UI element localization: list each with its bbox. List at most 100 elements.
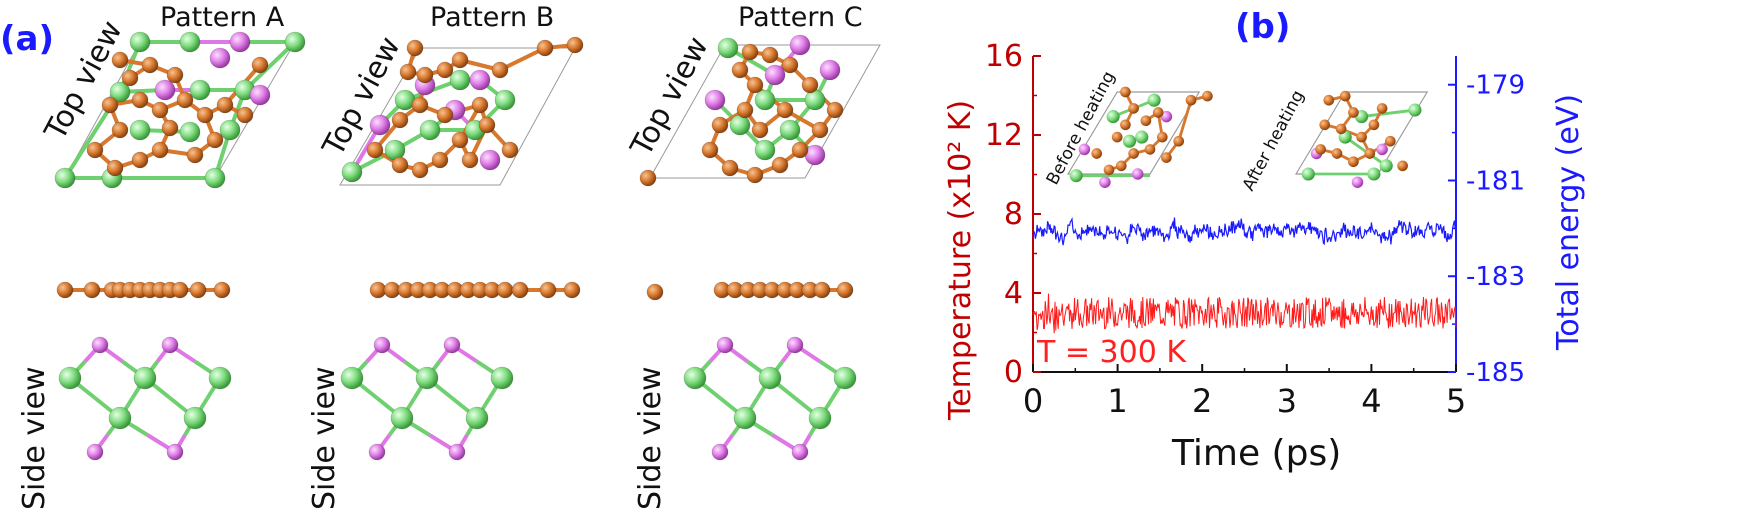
pattern-a-title: Pattern A xyxy=(160,2,285,33)
inset-structure xyxy=(1294,90,1429,188)
cu-atom xyxy=(741,43,759,61)
cu-atom xyxy=(1339,90,1351,102)
bond xyxy=(1361,108,1416,119)
pu-atom xyxy=(1131,168,1144,180)
right-tick-label: -181 xyxy=(1466,166,1525,196)
cu-atom xyxy=(1384,135,1396,147)
gr-atom xyxy=(109,81,131,103)
gr-atom xyxy=(717,37,739,59)
pu-atom xyxy=(791,443,809,461)
cu-atom xyxy=(711,116,729,134)
gr-atom xyxy=(1408,103,1422,117)
cu-atom xyxy=(801,76,819,94)
pu-atom xyxy=(764,64,786,86)
gr-atom xyxy=(179,121,201,143)
pu-atom xyxy=(249,84,271,106)
pu-atom xyxy=(1160,110,1173,123)
gr-atom xyxy=(1147,93,1161,107)
right-ticks: -185 -183 -181 -179 xyxy=(1448,71,1525,388)
cu-atom xyxy=(131,151,149,169)
gr-atom xyxy=(341,161,363,183)
cu-atom xyxy=(751,121,769,139)
cu-atom xyxy=(771,156,789,174)
pu-atom xyxy=(479,149,501,171)
left-tick-label: 4 xyxy=(1004,276,1023,311)
cu-atom xyxy=(411,96,429,114)
x-axis-title: Time (ps) xyxy=(1171,433,1341,474)
x-tick-label: 1 xyxy=(1107,382,1127,420)
gr-atom xyxy=(1367,167,1381,181)
gr-atom xyxy=(133,366,157,390)
cu-atom xyxy=(1368,119,1380,131)
gr-atom xyxy=(754,89,776,111)
right-axis-title: Total energy (eV) xyxy=(1551,94,1586,351)
cu-atom xyxy=(1091,148,1103,159)
gr-atom xyxy=(733,406,757,430)
cu-atom xyxy=(836,281,854,299)
cu-atom xyxy=(369,281,387,299)
cu-atom xyxy=(176,91,194,109)
pu-atom xyxy=(161,336,179,354)
gr-atom xyxy=(754,139,776,161)
gr-atom xyxy=(189,79,211,101)
cu-atom xyxy=(1156,131,1168,143)
gr-atom xyxy=(1122,134,1137,148)
cu-atom xyxy=(111,121,129,139)
pu-atom xyxy=(369,114,391,136)
cu-atom xyxy=(1376,103,1388,114)
cu-atom xyxy=(566,36,584,54)
pu-atom xyxy=(1351,176,1364,188)
cu-atom xyxy=(461,151,479,169)
cu-atom xyxy=(791,141,809,159)
cu-atom xyxy=(701,141,719,159)
pu-atom xyxy=(711,443,729,461)
pattern-b-structure xyxy=(339,36,584,461)
cu-atom xyxy=(86,141,104,159)
gr-atom xyxy=(183,406,207,430)
energy-series xyxy=(1032,216,1457,246)
pu-atom xyxy=(368,443,386,461)
cu-atom xyxy=(811,121,829,139)
cu-atom xyxy=(539,281,557,299)
cu-atom xyxy=(56,281,74,299)
cu-atom xyxy=(189,281,207,299)
cu-atom xyxy=(1128,103,1139,114)
cu-atom xyxy=(206,131,224,149)
cu-atom xyxy=(1103,164,1115,176)
cu-atom xyxy=(1315,144,1326,155)
cu-atom xyxy=(1144,144,1156,155)
cu-atom xyxy=(1319,119,1331,131)
cu-atom xyxy=(1111,131,1123,143)
pu-atom xyxy=(209,47,231,69)
gr-atom xyxy=(419,119,441,141)
gr-atom xyxy=(833,366,857,390)
cu-atom xyxy=(813,281,831,299)
gr-atom xyxy=(219,119,241,141)
cu-atom xyxy=(436,106,454,124)
cu-atom xyxy=(106,159,124,177)
cu-atom xyxy=(646,283,664,301)
gr-atom xyxy=(179,31,201,53)
side-view-label-b: Side view xyxy=(307,367,342,511)
cu-atom xyxy=(399,63,417,81)
cu-atom xyxy=(166,66,184,84)
insets: Before heating After heating xyxy=(1043,68,1429,194)
cu-atom xyxy=(416,66,434,84)
gr-atom xyxy=(1301,167,1315,181)
pu-atom xyxy=(819,59,841,81)
cu-atom xyxy=(1140,115,1152,127)
cu-atom xyxy=(451,51,469,69)
cu-atom xyxy=(431,151,449,169)
side-view-label-c: Side view xyxy=(633,367,668,511)
cu-atom xyxy=(496,281,514,299)
cu-atom xyxy=(731,61,749,79)
cu-atom xyxy=(746,76,764,94)
gr-atom xyxy=(449,69,471,91)
left-tick-label: 16 xyxy=(985,39,1023,74)
cu-atom xyxy=(141,56,159,74)
gr-atom xyxy=(758,366,782,390)
cu-atom xyxy=(196,106,214,124)
left-tick-label: 12 xyxy=(985,118,1023,153)
cu-atom xyxy=(391,156,409,174)
